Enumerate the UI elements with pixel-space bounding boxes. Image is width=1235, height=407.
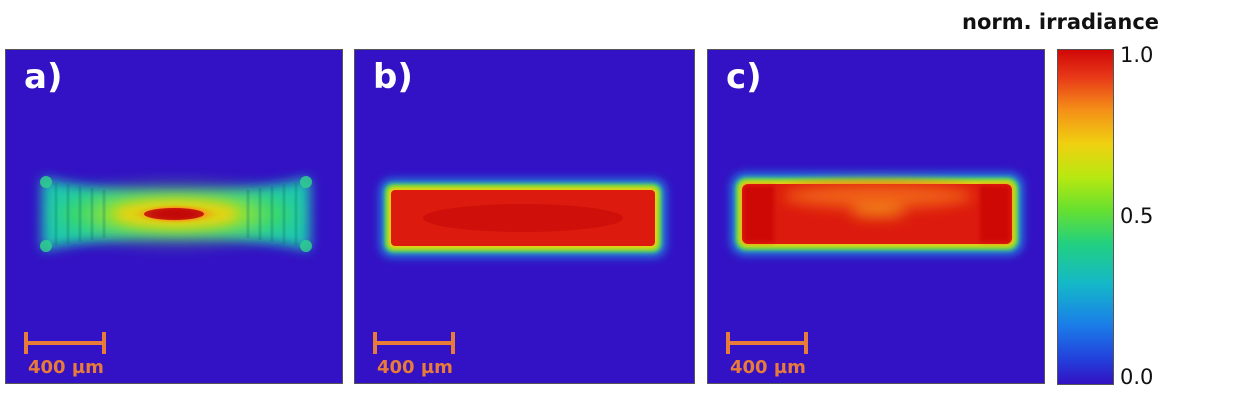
colorbar-tick-min: 0.0 <box>1120 365 1154 389</box>
panel-c: c) 400 µm <box>707 49 1045 384</box>
scale-label-b: 400 µm <box>377 357 453 378</box>
panel-b: b) 400 µm <box>354 49 695 384</box>
panel-label-a: a) <box>24 57 63 97</box>
irradiance-map-c <box>732 174 1022 254</box>
scale-label-c: 400 µm <box>730 357 806 378</box>
panel-a: a) 400 µm <box>5 49 343 384</box>
panel-label-c: c) <box>726 57 762 97</box>
colorbar <box>1057 49 1114 385</box>
colorbar-title: norm. irradiance <box>962 10 1160 34</box>
panel-label-b: b) <box>373 57 413 97</box>
irradiance-map-a <box>40 176 312 252</box>
scale-label-a: 400 µm <box>28 357 104 378</box>
scale-bar-b <box>373 332 455 354</box>
irradiance-map-b <box>381 180 665 256</box>
colorbar-tick-max: 1.0 <box>1120 43 1154 67</box>
colorbar-tick-mid: 0.5 <box>1120 204 1154 228</box>
scale-bar-c <box>726 332 808 354</box>
scale-bar-a <box>24 332 106 354</box>
